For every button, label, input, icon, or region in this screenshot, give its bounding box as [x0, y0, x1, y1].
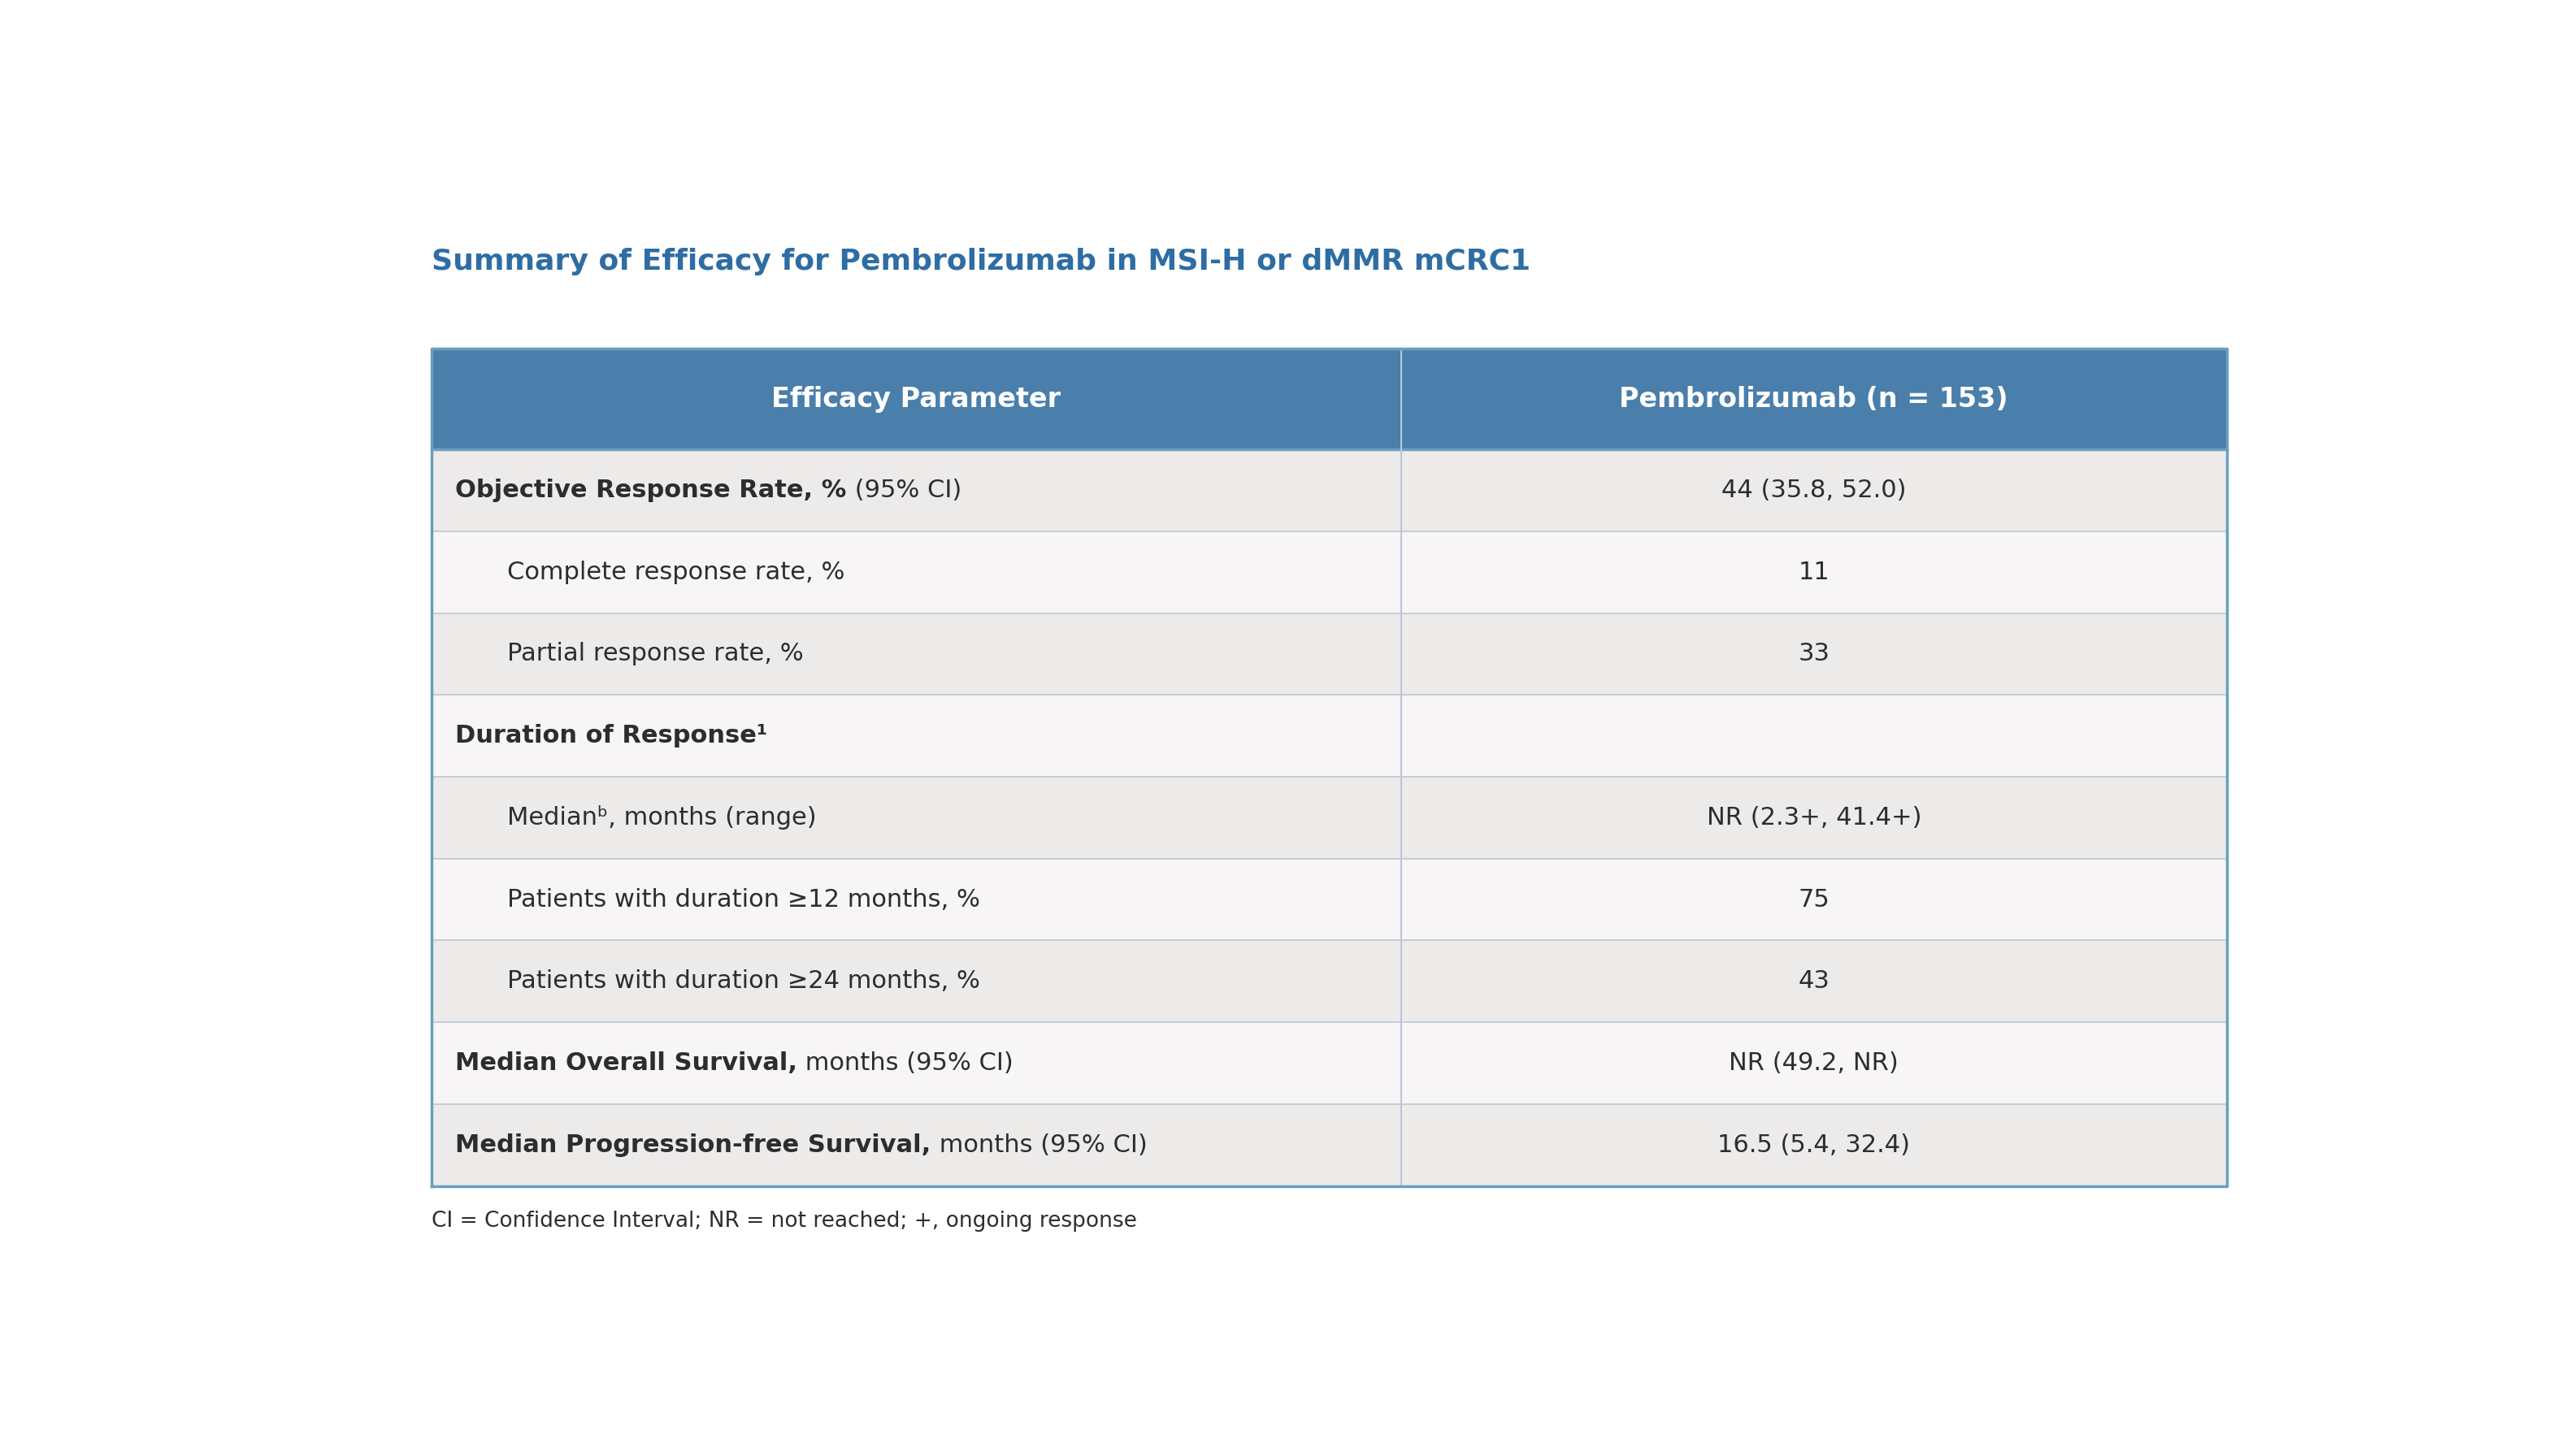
Text: months (95% CI): months (95% CI) [798, 1051, 1014, 1075]
Text: Summary of Efficacy for Pembrolizumab in MSI-H or dMMR mCRC1: Summary of Efficacy for Pembrolizumab in… [432, 248, 1532, 275]
Polygon shape [432, 613, 2227, 695]
Text: (95% CI): (95% CI) [847, 479, 963, 502]
Text: CI = Confidence Interval; NR = not reached; +, ongoing response: CI = Confidence Interval; NR = not reach… [432, 1210, 1138, 1232]
Polygon shape [432, 776, 2227, 859]
Polygon shape [432, 1104, 2227, 1187]
Text: Median Overall Survival,: Median Overall Survival, [456, 1051, 798, 1075]
Text: Patients with duration ≥12 months, %: Patients with duration ≥12 months, % [507, 888, 981, 911]
Polygon shape [432, 695, 2227, 776]
Text: Partial response rate, %: Partial response rate, % [507, 642, 803, 665]
Text: NR (2.3+, 41.4+): NR (2.3+, 41.4+) [1707, 807, 1920, 830]
Text: NR (49.2, NR): NR (49.2, NR) [1730, 1051, 1900, 1075]
Text: Complete response rate, %: Complete response rate, % [507, 561, 844, 584]
Text: 11: 11 [1799, 561, 1830, 584]
Polygon shape [432, 941, 2227, 1022]
Text: Pembrolizumab (n = 153): Pembrolizumab (n = 153) [1619, 386, 2008, 412]
Polygon shape [432, 450, 2227, 531]
Text: months (95% CI): months (95% CI) [932, 1133, 1148, 1158]
Text: 33: 33 [1799, 642, 1830, 665]
Text: Medianᵇ, months (range): Medianᵇ, months (range) [507, 805, 816, 830]
Text: Objective Response Rate, %: Objective Response Rate, % [456, 479, 847, 502]
Text: Duration of Response¹: Duration of Response¹ [456, 724, 767, 747]
Text: 16.5 (5.4, 32.4): 16.5 (5.4, 32.4) [1717, 1133, 1910, 1158]
Text: 75: 75 [1799, 888, 1830, 911]
Text: Median Progression-free Survival,: Median Progression-free Survival, [456, 1133, 932, 1158]
Polygon shape [432, 859, 2227, 941]
Text: 43: 43 [1799, 970, 1830, 993]
Polygon shape [432, 1022, 2227, 1104]
Text: Patients with duration ≥24 months, %: Patients with duration ≥24 months, % [507, 970, 981, 993]
Text: Efficacy Parameter: Efficacy Parameter [772, 386, 1060, 412]
Polygon shape [432, 531, 2227, 613]
Polygon shape [432, 348, 2227, 450]
Text: 44 (35.8, 52.0): 44 (35.8, 52.0) [1722, 479, 1907, 502]
